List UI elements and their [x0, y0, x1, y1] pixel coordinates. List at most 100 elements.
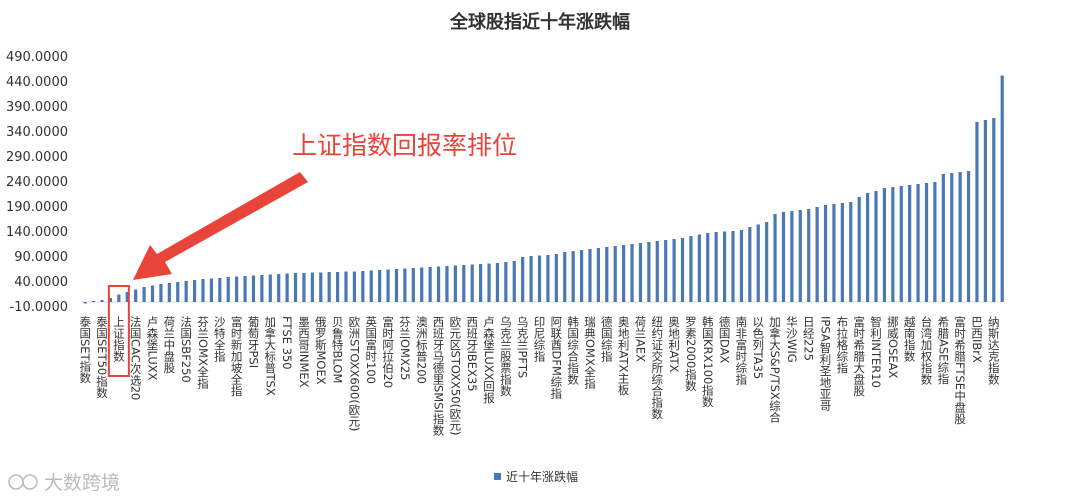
- bar: [167, 283, 171, 302]
- bar: [125, 292, 129, 302]
- bar: [596, 248, 600, 302]
- x-tick-label: 法国SBF250: [179, 315, 193, 383]
- bar: [470, 264, 474, 302]
- bar: [134, 289, 138, 302]
- x-tick-label: 阿联酋DFM综指: [549, 316, 563, 400]
- bar: [773, 214, 777, 302]
- bar: [840, 203, 844, 302]
- bar: [680, 238, 685, 302]
- bar: [613, 246, 617, 302]
- x-tick-label: 贝鲁特BLOM: [331, 316, 345, 383]
- y-tick-label: 40.0000: [14, 275, 68, 290]
- bar: [697, 234, 701, 302]
- x-tick-label: 欧元区STOXX50(欧元): [448, 316, 462, 436]
- x-tick-label: 加拿大S&P/TSX综合: [768, 316, 782, 423]
- bar: [546, 255, 550, 302]
- x-tick-label: 华沙WIG: [785, 315, 799, 363]
- arrow: [133, 172, 308, 280]
- bar: [857, 197, 861, 302]
- bar: [428, 267, 432, 302]
- bar: [647, 242, 651, 302]
- bar: [924, 183, 929, 302]
- bar: [765, 222, 769, 302]
- bar: [933, 182, 937, 302]
- bar: [302, 273, 306, 302]
- bar: [672, 239, 676, 302]
- bar: [201, 279, 205, 302]
- x-tick-label: 卢森堡LUXX: [146, 315, 160, 381]
- bar: [108, 298, 113, 302]
- x-tick-label: 希腊ASE综指: [936, 315, 950, 385]
- bar: [142, 287, 146, 302]
- bar: [823, 205, 828, 302]
- bar: [436, 266, 441, 302]
- x-tick-label: 纽约证交所综合指数: [650, 315, 664, 420]
- bar: [874, 191, 878, 302]
- bar: [790, 211, 794, 302]
- bar: [908, 185, 912, 302]
- x-tick-label: 富时新加坡全指: [230, 315, 244, 397]
- x-tick-label: 澳洲标普200: [415, 316, 429, 384]
- bar: [403, 268, 407, 302]
- watermark-text: 大数跨境: [44, 472, 120, 494]
- bar: [958, 172, 962, 302]
- x-tick-label: 葡萄牙PSI: [246, 316, 260, 368]
- bar: [756, 224, 760, 302]
- bar: [605, 247, 609, 302]
- watermark: 大数跨境: [8, 472, 120, 494]
- bar: [722, 231, 727, 302]
- bar: [941, 174, 945, 302]
- bar: [83, 302, 87, 304]
- x-tick-label: 芬兰OMX25: [398, 316, 412, 381]
- x-tick-label: 法国CAC次选20: [129, 315, 143, 400]
- x-tick-label: 富时希腊FTSE中盘股: [953, 315, 967, 425]
- x-tick-label: 奥地利ATX: [667, 315, 681, 372]
- bar: [226, 277, 230, 302]
- x-tick-label: 俄罗斯MOEX: [314, 316, 328, 385]
- bar: [916, 184, 920, 302]
- bar: [411, 268, 415, 302]
- x-tick-label: 台湾加权指数: [919, 315, 933, 386]
- x-tick-label: 欧洲STOXX600(欧元): [347, 316, 361, 431]
- x-tick-label: 西班牙IBEX35: [465, 316, 479, 392]
- x-tick-label: 富时希腊大盘股: [852, 315, 866, 397]
- bar: [369, 270, 373, 302]
- bar: [832, 204, 836, 302]
- legend-swatch: [494, 473, 501, 480]
- bar: [588, 249, 592, 302]
- bar: [798, 210, 802, 302]
- y-tick-label: 340.0000: [6, 125, 68, 140]
- bar: [453, 265, 457, 302]
- bar: [352, 271, 357, 302]
- highlight-box: [107, 285, 130, 377]
- x-tick-label: 泰国SET指数: [78, 315, 92, 384]
- bar: [218, 278, 222, 302]
- x-tick-label: IPSA智利圣地亚哥: [819, 316, 833, 411]
- bar: [344, 271, 348, 302]
- bar: [335, 272, 340, 302]
- x-tick-label: 挪威OSEAX: [886, 315, 900, 378]
- bar: [950, 173, 954, 302]
- bar: [689, 236, 693, 302]
- x-tick-label: 瑞典OMX全指: [583, 315, 597, 389]
- bar: [992, 118, 996, 302]
- y-tick-label: 190.0000: [6, 200, 68, 215]
- bar: [277, 274, 281, 302]
- bar: [92, 301, 96, 302]
- x-tick-label: 印尼综指: [533, 316, 547, 363]
- bar: [243, 276, 247, 302]
- x-tick-label: 西班牙马德里SMSI指数: [432, 316, 446, 437]
- bar: [361, 271, 365, 302]
- bar: [579, 250, 584, 302]
- x-tick-label: 乌克兰PFTS: [516, 315, 530, 378]
- x-tick-label: 奥地利ATX主板: [617, 315, 631, 396]
- bar: [983, 120, 987, 302]
- bar: [975, 122, 979, 302]
- x-tick-label: 以色列TA35: [751, 316, 765, 379]
- bar: [563, 252, 567, 302]
- bar: [638, 243, 643, 302]
- bar: [378, 270, 382, 302]
- bar: [554, 254, 558, 302]
- y-tick-label: 240.0000: [6, 175, 68, 190]
